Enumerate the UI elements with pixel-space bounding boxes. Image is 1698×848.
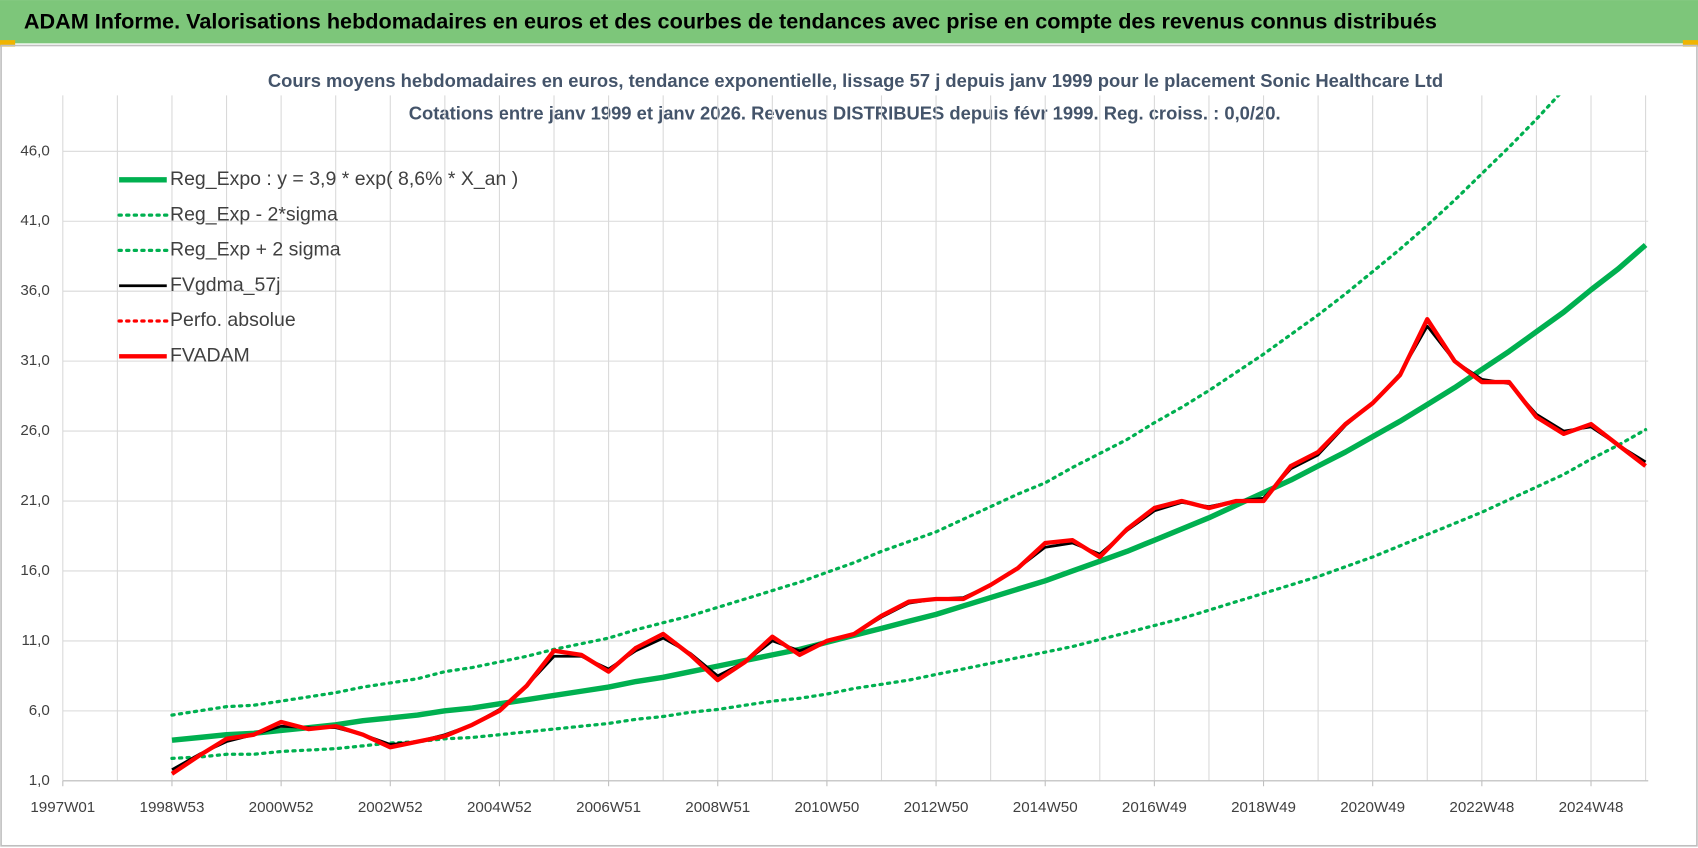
plot-lines <box>170 95 1648 776</box>
legend-label: FVADAM <box>170 344 250 366</box>
x-tick-label: 2024W48 <box>1559 799 1624 816</box>
legend-label: Perfo. absolue <box>170 309 296 331</box>
legend-label: FVgdma_57j <box>170 274 280 296</box>
x-tick-label: 2002W52 <box>358 799 423 816</box>
grid: 1,0 6,0 11,0 16,0 21,0 26,0 31,0 36,0 41,0 46,0 19… <box>20 95 1649 816</box>
x-tick-label: 2008W51 <box>685 799 750 816</box>
x-tick-label: 2006W51 <box>576 799 641 816</box>
y-tick-label: 26,0 <box>20 422 50 439</box>
header-band <box>0 0 1698 44</box>
x-tick-label: 2000W52 <box>249 799 314 816</box>
legend-label: Reg_Exp + 2 sigma <box>170 239 341 261</box>
header-title: ADAM Informe. Valorisations hebdomadaire… <box>24 9 1437 34</box>
x-tick-label: 2022W48 <box>1449 799 1514 816</box>
x-tick-label: 2012W50 <box>904 799 969 816</box>
chart-border <box>0 44 1698 847</box>
x-tick-label: 1997W01 <box>30 799 95 816</box>
y-tick-label: 11,0 <box>21 632 49 649</box>
y-tick-label: 36,0 <box>20 282 50 299</box>
chart-title: Cours moyens hebdomadaires en euros, ten… <box>268 70 1443 91</box>
y-tick-label: 21,0 <box>20 492 50 509</box>
legend-label: Reg_Exp - 2*sigma <box>170 203 338 225</box>
corner <box>1682 40 1698 47</box>
y-tick-label: 31,0 <box>20 352 50 369</box>
x-tick-label: 2018W49 <box>1231 799 1296 816</box>
y-tick-label: 16,0 <box>20 562 50 579</box>
x-tick-label: 1998W53 <box>140 799 205 816</box>
corner <box>0 40 16 47</box>
x-tick-label: 2010W50 <box>794 799 859 816</box>
x-tick-label: 2004W52 <box>467 799 532 816</box>
x-tick-label: 2016W49 <box>1122 799 1187 816</box>
x-tick-label: 2014W50 <box>1013 799 1078 816</box>
y-tick-label: 6,0 <box>29 702 50 719</box>
chart-subtitle: Cotations entre janv 1999 et janv 2026. … <box>409 103 1281 124</box>
series-line <box>170 317 1647 776</box>
y-tick-label: 1,0 <box>29 772 50 789</box>
y-tick-label: 41,0 <box>20 212 50 229</box>
y-tick-label: 46,0 <box>20 142 50 159</box>
legend-label: Reg_Expo : y = 3,9 * exp( 8,6% * X_an ) <box>170 168 518 190</box>
series-line <box>171 242 1648 743</box>
x-tick-label: 2020W49 <box>1340 799 1405 816</box>
series-line <box>170 95 1561 717</box>
legend: Reg_Expo : y = 3,9 * exp( 8,6% * X_an ) R… <box>117 168 518 366</box>
